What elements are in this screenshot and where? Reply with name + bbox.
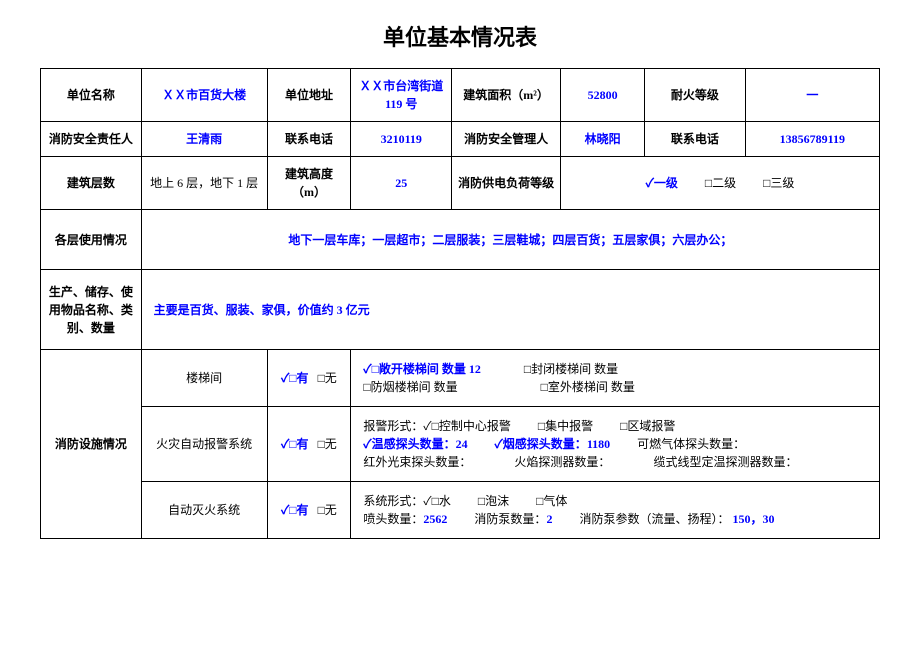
cell-value: 主要是百货、服装、家俱，价值约 3 亿元: [141, 270, 879, 350]
alarm-smoke: ✓烟感探头数量：: [495, 437, 587, 451]
alarm-smoke-count: 1180: [587, 437, 610, 451]
table-row: 火灾自动报警系统 ✓□有 □无 报警形式：✓□控制中心报警 □集中报警 □区域报…: [41, 407, 880, 482]
table-row: 各层使用情况 地下一层车库；一层超市；二层服装；三层鞋城；四层百货；五层家俱；六…: [41, 210, 880, 270]
alarm-ir: 红外光束探头数量：: [363, 455, 471, 469]
cell-label: 消防安全责任人: [41, 122, 142, 157]
cell-value: 25: [351, 157, 452, 210]
cell-label: 各层使用情况: [41, 210, 142, 270]
cell-label: 单位地址: [267, 69, 351, 122]
table-row: 消防设施情况 楼梯间 ✓□有 □无 ✓□敞开楼梯间 数量 12 □封闭楼梯间 数…: [41, 350, 880, 407]
page-title: 单位基本情况表: [40, 20, 880, 52]
ext-param: 消防泵参数（流量、扬程）：: [579, 512, 729, 526]
alarm-flame: 火焰探测器数量：: [514, 455, 610, 469]
stair-closed: □封闭楼梯间 数量: [524, 362, 618, 376]
stair-outdoor: □室外楼梯间 数量: [541, 380, 635, 394]
alarm-form2: □集中报警: [538, 419, 593, 433]
stair-open: ✓□敞开楼梯间 数量: [363, 362, 468, 376]
opt: □无: [318, 371, 337, 385]
cell-value: 地上 6 层，地下 1 层: [141, 157, 267, 210]
table-row: 生产、储存、使用物品名称、类别、数量 主要是百货、服装、家俱，价值约 3 亿元: [41, 270, 880, 350]
cell-value: 林晓阳: [561, 122, 645, 157]
ext-spr-count: 2562: [423, 512, 447, 526]
checked-opt: ✓□有: [281, 371, 308, 385]
ext-sys2: □泡沫: [478, 494, 509, 508]
cell-label: 建筑高度（m）: [267, 157, 351, 210]
cell-value: 一: [745, 69, 879, 122]
opt: □无: [318, 437, 337, 451]
opt: □无: [318, 503, 337, 517]
info-table: 单位名称 ＸＸ市百货大楼 单位地址 ＸＸ市台湾街道 119 号 建筑面积（m²）…: [40, 68, 880, 539]
cell-label: 消防安全管理人: [452, 122, 561, 157]
cell-label: 单位名称: [41, 69, 142, 122]
cell-detail: ✓□敞开楼梯间 数量 12 □封闭楼梯间 数量 □防烟楼梯间 数量 □室外楼梯间…: [351, 350, 880, 407]
cell-label: 生产、储存、使用物品名称、类别、数量: [41, 270, 142, 350]
grade-opt: □三级: [763, 176, 794, 190]
alarm-form: 报警形式：✓□控制中心报警: [363, 419, 510, 433]
ext-param-val: 150，30: [732, 512, 774, 526]
alarm-combust: 可燃气体探头数量：: [637, 437, 745, 451]
cell-value: 3210119: [351, 122, 452, 157]
cell-sublabel: 火灾自动报警系统: [141, 407, 267, 482]
cell-label: 建筑层数: [41, 157, 142, 210]
alarm-cable: 缆式线型定温探测器数量：: [653, 455, 797, 469]
cell-hasopt: ✓□有 □无: [267, 350, 351, 407]
checked-opt: ✓□有: [281, 503, 308, 517]
cell-value: ＸＸ市台湾街道 119 号: [351, 69, 452, 122]
ext-pump: 消防泵数量：: [474, 512, 546, 526]
table-row: 建筑层数 地上 6 层，地下 1 层 建筑高度（m） 25 消防供电负荷等级 ✓…: [41, 157, 880, 210]
cell-sublabel: 楼梯间: [141, 350, 267, 407]
cell-label: 建筑面积（m²）: [452, 69, 561, 122]
cell-detail: 系统形式：✓□水 □泡沫 □气体 喷头数量：2562 消防泵数量：2 消防泵参数…: [351, 482, 880, 539]
cell-value: 13856789119: [745, 122, 879, 157]
ext-spr: 喷头数量：: [363, 512, 423, 526]
table-row: 自动灭火系统 ✓□有 □无 系统形式：✓□水 □泡沫 □气体 喷头数量：2562…: [41, 482, 880, 539]
checked-opt: ✓□有: [281, 437, 308, 451]
alarm-form3: □区域报警: [620, 419, 675, 433]
cell-value: 王清雨: [141, 122, 267, 157]
cell-detail: 报警形式：✓□控制中心报警 □集中报警 □区域报警 ✓温感探头数量：24 ✓烟感…: [351, 407, 880, 482]
table-row: 单位名称 ＸＸ市百货大楼 单位地址 ＸＸ市台湾街道 119 号 建筑面积（m²）…: [41, 69, 880, 122]
cell-value: ✓一级 □二级 □三级: [561, 157, 880, 210]
cell-sublabel: 自动灭火系统: [141, 482, 267, 539]
cell-value: 52800: [561, 69, 645, 122]
cell-label: 耐火等级: [645, 69, 746, 122]
table-row: 消防安全责任人 王清雨 联系电话 3210119 消防安全管理人 林晓阳 联系电…: [41, 122, 880, 157]
cell-value: 地下一层车库；一层超市；二层服装；三层鞋城；四层百货；五层家俱；六层办公；: [141, 210, 879, 270]
ext-sys: 系统形式：✓□水: [363, 494, 450, 508]
grade-checked: ✓一级: [646, 176, 678, 190]
alarm-temp: ✓温感探头数量：: [363, 437, 455, 451]
stair-smoke: □防烟楼梯间 数量: [363, 380, 457, 394]
cell-label: 联系电话: [645, 122, 746, 157]
stair-open-count: 12: [469, 362, 481, 376]
alarm-temp-count: 24: [456, 437, 468, 451]
cell-value: ＸＸ市百货大楼: [141, 69, 267, 122]
cell-label: 消防设施情况: [41, 350, 142, 539]
grade-opt: □二级: [705, 176, 736, 190]
ext-sys3: □气体: [536, 494, 567, 508]
cell-label: 联系电话: [267, 122, 351, 157]
cell-hasopt: ✓□有 □无: [267, 482, 351, 539]
ext-pump-count: 2: [546, 512, 552, 526]
cell-hasopt: ✓□有 □无: [267, 407, 351, 482]
cell-label: 消防供电负荷等级: [452, 157, 561, 210]
